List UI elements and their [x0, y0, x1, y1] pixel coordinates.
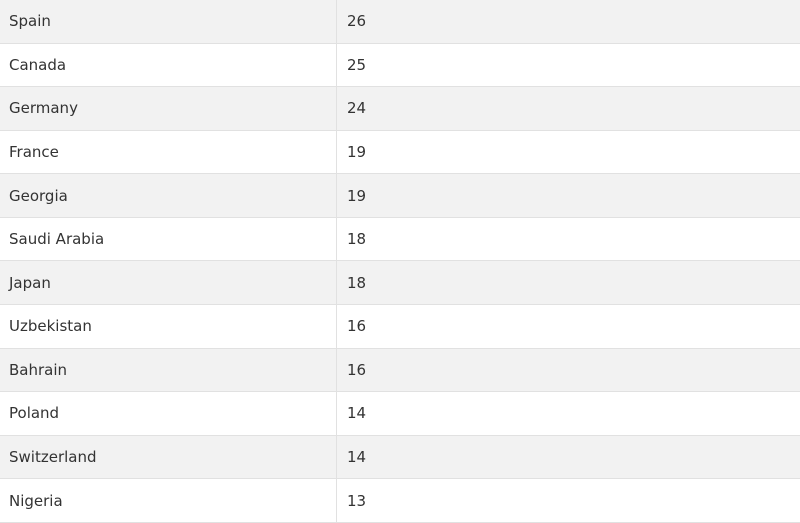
table-row: Spain 26: [0, 0, 800, 44]
country-cell: Nigeria: [0, 479, 337, 522]
value-cell: 19: [347, 186, 367, 205]
value-cell: 26: [347, 12, 367, 31]
value-cell: 18: [347, 273, 367, 292]
value-cell: 18: [347, 230, 367, 249]
value-cell: 19: [347, 143, 367, 162]
table-row: France 19: [0, 130, 800, 175]
country-cell: Uzbekistan: [0, 305, 337, 348]
value-cell: 16: [347, 317, 367, 336]
value-cell: 16: [347, 360, 367, 379]
value-cell: 14: [347, 404, 367, 423]
table-row: Bahrain 16: [0, 348, 800, 393]
country-cell: Canada: [0, 43, 337, 87]
table-row: Georgia 19: [0, 174, 800, 218]
country-cell: Japan: [0, 261, 337, 305]
country-cell: Spain: [0, 0, 337, 43]
country-cell: Georgia: [0, 174, 337, 217]
country-cell: Bahrain: [0, 348, 337, 392]
table-row: Nigeria 13: [0, 479, 800, 523]
table-row: Japan 18: [0, 261, 800, 306]
value-cell: 14: [347, 448, 367, 467]
country-cell: Saudi Arabia: [0, 217, 337, 261]
country-cell: Poland: [0, 392, 337, 435]
table-row: Canada 25: [0, 43, 800, 88]
country-cell: Switzerland: [0, 435, 337, 479]
country-cell: France: [0, 130, 337, 174]
table-row: Switzerland 14: [0, 435, 800, 480]
value-cell: 25: [347, 55, 367, 74]
value-cell: 13: [347, 491, 367, 510]
table-row: Germany 24: [0, 87, 800, 131]
value-cell: 24: [347, 99, 367, 118]
country-cell: Germany: [0, 87, 337, 130]
table-row: Poland 14: [0, 392, 800, 436]
table-row: Saudi Arabia 18: [0, 217, 800, 262]
table-row: Uzbekistan 16: [0, 305, 800, 349]
